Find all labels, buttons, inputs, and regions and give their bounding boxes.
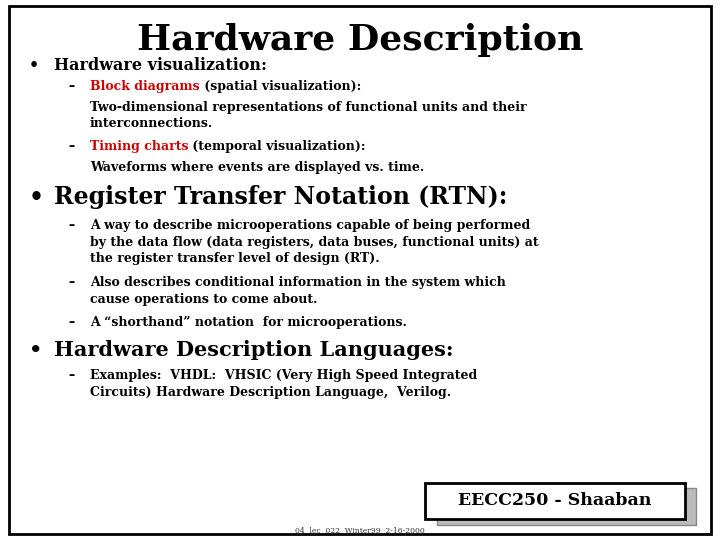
Text: –: – <box>68 79 75 92</box>
Text: Timing charts: Timing charts <box>90 140 189 153</box>
Text: A “shorthand” notation  for microoperations.: A “shorthand” notation for microoperatio… <box>90 315 407 329</box>
Text: –: – <box>68 315 75 329</box>
Text: –: – <box>68 140 75 153</box>
Text: EECC250 - Shaaban: EECC250 - Shaaban <box>459 492 652 509</box>
Text: –: – <box>68 219 75 232</box>
Text: Block diagrams: Block diagrams <box>90 79 199 92</box>
Text: (spatial visualization):: (spatial visualization): <box>199 79 361 92</box>
Text: Register Transfer Notation (RTN):: Register Transfer Notation (RTN): <box>54 185 508 209</box>
Text: •: • <box>29 340 42 360</box>
Text: Two-dimensional representations of functional units and their
interconnections.: Two-dimensional representations of funct… <box>90 100 526 130</box>
Text: (temporal visualization):: (temporal visualization): <box>189 140 366 153</box>
Text: •: • <box>29 185 44 209</box>
Text: 04  lec  022  Winter99  2-16-2000: 04 lec 022 Winter99 2-16-2000 <box>295 526 425 535</box>
Bar <box>437 488 696 525</box>
Text: –: – <box>68 276 75 289</box>
Text: •: • <box>29 57 39 73</box>
Text: Hardware Description Languages:: Hardware Description Languages: <box>54 340 454 360</box>
Text: A way to describe microoperations capable of being performed
by the data flow (d: A way to describe microoperations capabl… <box>90 219 539 265</box>
Text: Examples:  VHDL:  VHSIC (Very High Speed Integrated
Circuits) Hardware Descripti: Examples: VHDL: VHSIC (Very High Speed I… <box>90 369 477 399</box>
Text: Also describes conditional information in the system which
cause operations to c: Also describes conditional information i… <box>90 276 506 306</box>
Bar <box>425 483 685 519</box>
Text: –: – <box>68 369 75 382</box>
Text: Hardware visualization:: Hardware visualization: <box>54 57 267 73</box>
Text: Hardware Description: Hardware Description <box>137 23 583 57</box>
Text: Waveforms where events are displayed vs. time.: Waveforms where events are displayed vs.… <box>90 161 424 174</box>
